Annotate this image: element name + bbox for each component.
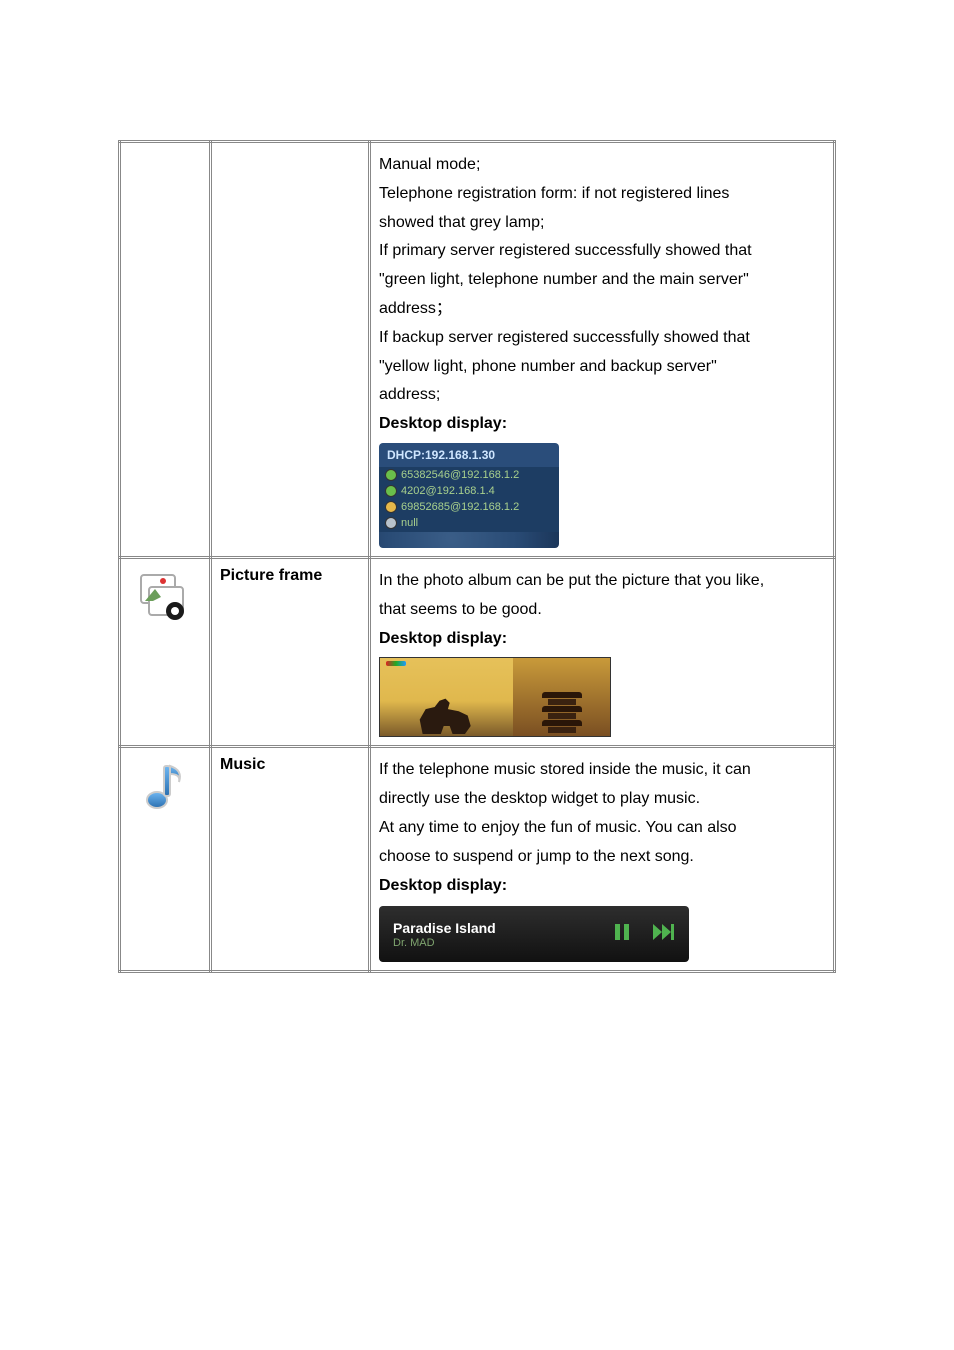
desc-text: directly use the desktop widget to play … [379,785,825,814]
pagoda-icon [542,686,582,734]
name-cell: Picture frame [211,557,370,746]
desc-text: showed that grey lamp; [379,209,825,238]
description-cell: In the photo album can be put the pictur… [370,557,835,746]
next-track-icon [653,924,675,940]
desc-text: "green light, telephone number and the m… [379,266,825,295]
icon-cell [120,142,211,558]
desc-text: In the photo album can be put the pictur… [379,567,825,596]
desktop-display-heading: Desktop display: [379,872,825,901]
desc-text: "yellow light, phone number and backup s… [379,353,825,382]
picture-right-panel [513,658,610,736]
network-line: 69852685@192.168.1.2 [379,499,559,515]
picture-left-panel [380,658,513,736]
icon-cell [120,747,211,972]
music-info: Paradise Island Dr. MAD [393,920,591,949]
table-row: Music If the telephone music stored insi… [120,747,835,972]
music-player-widget: Paradise Island Dr. MAD [379,906,689,962]
network-status-widget: DHCP:192.168.1.30 65382546@192.168.1.2 4… [379,443,559,548]
description-cell: If the telephone music stored inside the… [370,747,835,972]
picture-frame-icon [135,567,195,627]
pause-button[interactable] [611,923,633,946]
network-line-text: 69852685@192.168.1.2 [401,501,519,513]
desc-text: Telephone registration form: if not regi… [379,180,825,209]
network-line: 65382546@192.168.1.2 [379,467,559,483]
widget-footer [379,532,559,548]
desc-text: address； [379,295,825,324]
network-line-text: null [401,517,418,529]
music-track-title: Paradise Island [393,920,591,937]
desc-text: choose to suspend or jump to the next so… [379,843,825,872]
network-line: 4202@192.168.1.4 [379,483,559,499]
document-page: Manual mode; Telephone registration form… [0,0,954,1350]
picture-frame-widget [379,657,611,737]
desktop-display-heading: Desktop display: [379,625,825,654]
desc-text: If primary server registered successfull… [379,237,825,266]
table-row: Manual mode; Telephone registration form… [120,142,835,558]
name-cell [211,142,370,558]
widget-table: Manual mode; Telephone registration form… [118,140,836,973]
network-line-text: 65382546@192.168.1.2 [401,469,519,481]
desktop-display-heading: Desktop display: [379,410,825,439]
pause-icon [613,923,631,941]
desc-text: At any time to enjoy the fun of music. Y… [379,814,825,843]
icon-cell [120,557,211,746]
desc-text: If the telephone music stored inside the… [379,756,825,785]
network-line-text: 4202@192.168.1.4 [401,485,495,497]
desc-text: that seems to be good. [379,596,825,625]
status-dot-icon [385,517,397,529]
music-artist: Dr. MAD [393,937,591,949]
status-dot-icon [385,485,397,497]
network-line: null [379,515,559,532]
horse-icon [417,692,477,734]
status-dot-icon [385,469,397,481]
desc-text: If backup server registered successfully… [379,324,825,353]
description-cell: Manual mode; Telephone registration form… [370,142,835,558]
status-dot-icon [385,501,397,513]
music-note-icon [135,756,195,816]
desc-text: Manual mode; [379,151,825,180]
table-row: Picture frame In the photo album can be … [120,557,835,746]
name-cell: Music [211,747,370,972]
desc-text: address; [379,381,825,410]
network-header: DHCP:192.168.1.30 [379,443,559,467]
next-button[interactable] [653,924,675,945]
